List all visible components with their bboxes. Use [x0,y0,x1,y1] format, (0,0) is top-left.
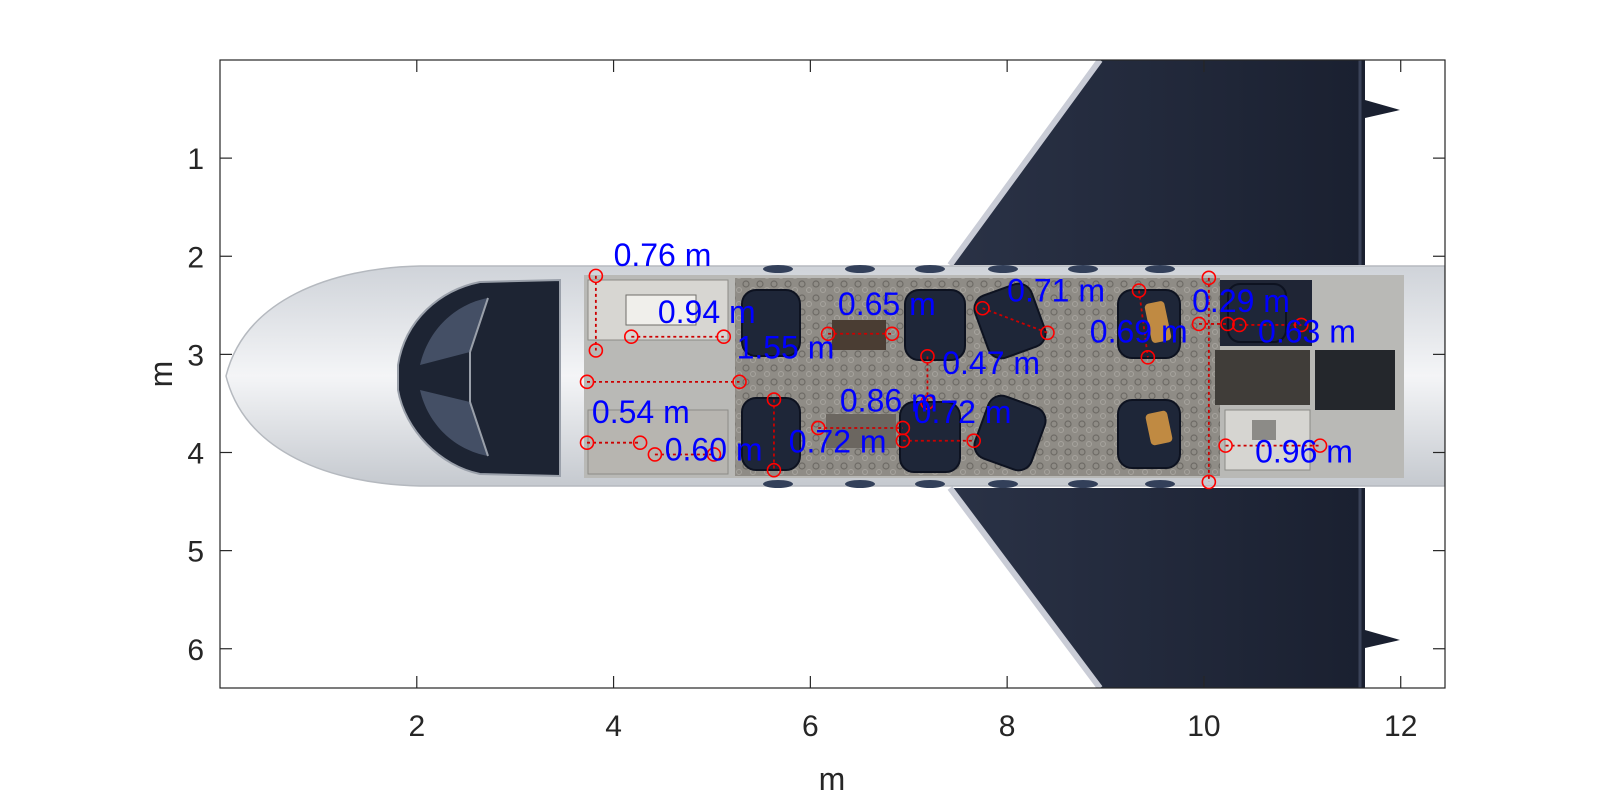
measurement-point-marker [766,462,782,478]
measurement-markers [579,268,1328,490]
measurement-point-marker [1218,438,1233,453]
y-tick-label: 3 [187,339,204,372]
y-tick-label: 5 [187,536,204,569]
measurement-point-marker [895,433,911,449]
measurement-point-marker [716,329,732,345]
measurement-label: 0.60 m [665,431,763,467]
measurement-label: 0.71 m [1007,272,1105,308]
measurement-label: 0.29 m [1192,283,1290,319]
measurement-point-marker [920,349,935,364]
measurement-point-marker [579,435,595,450]
lower-wing [950,488,1365,688]
upper-wing [950,60,1365,265]
measurement-label: 0.72 m [789,424,887,460]
y-tick-label: 4 [187,438,204,471]
measurement-lines [587,275,1321,482]
measurement-label: 1.55 m [737,329,835,365]
x-tick-label: 10 [1187,710,1220,743]
measurement-point-marker [966,433,981,449]
measurement-point-marker [706,447,722,462]
measurement-label: 0.54 m [592,394,690,430]
measurement-point-marker [1040,325,1055,341]
measurement-point-marker [732,374,747,390]
measurement-point-marker [1140,350,1156,365]
measurement-point-marker [884,326,900,342]
measurement-label: 0.86 m [840,382,938,418]
measurement-point-marker [975,300,990,316]
measurement-label: 0.94 m [658,294,756,330]
measurement-point-marker [1220,316,1235,332]
measurement-point-marker [820,326,836,342]
measurement-point-marker [766,392,782,407]
measurement-point-marker [1201,474,1217,490]
x-axis-label: m [819,761,846,793]
measurement-label: 0.47 m [942,345,1040,381]
aircraft-cabin-image [225,60,1445,688]
measurement-point-marker [579,374,595,390]
x-axis-ticks: 2 4 6 8 10 12 [408,60,1417,743]
y-tick-label: 2 [187,241,204,274]
measurement-label: 0.65 m [838,286,936,322]
measurement-point-marker [810,420,826,436]
measurement-point-marker [1131,283,1147,298]
plot-area-frame [219,59,1446,689]
measurement-label: 0.69 m [1090,314,1188,350]
measurement-point-marker [647,447,663,462]
x-tick-label: 4 [605,710,622,743]
measurement-label: 0.96 m [1255,433,1353,469]
measurement-point-marker [632,435,648,450]
measurement-point-marker [1201,270,1217,286]
measurement-label: 0.76 m [614,237,712,273]
x-tick-label: 2 [408,710,425,743]
measurement-line [1138,290,1149,358]
measurement-labels: 0.76 m 0.94 m1.55 m 0.54 m0.60 m 0.72 m 0.65… [592,237,1356,469]
y-tick-label: 6 [187,634,204,667]
measurement-point-marker [588,268,604,284]
x-tick-label: 6 [802,710,819,743]
measurement-label: 0.63 m [1258,314,1356,350]
measurement-label: 0.72 m [914,394,1012,430]
cabin-windows [763,265,1175,488]
measurement-point-marker [1191,316,1207,332]
y-axis-label: m [143,361,179,388]
x-tick-label: 12 [1384,710,1417,743]
y-axis-ticks: 1 2 3 4 5 6 [187,143,1445,667]
y-tick-label: 1 [187,143,204,176]
measurement-point-marker [1294,317,1309,333]
measurement-point-marker [588,343,604,358]
measurement-point-marker [1232,317,1247,333]
measurement-point-marker [623,329,639,345]
cabin-seats [741,282,1287,473]
x-tick-label: 8 [999,710,1016,743]
measurement-point-marker [920,395,935,410]
measurement-point-marker [1312,438,1328,453]
